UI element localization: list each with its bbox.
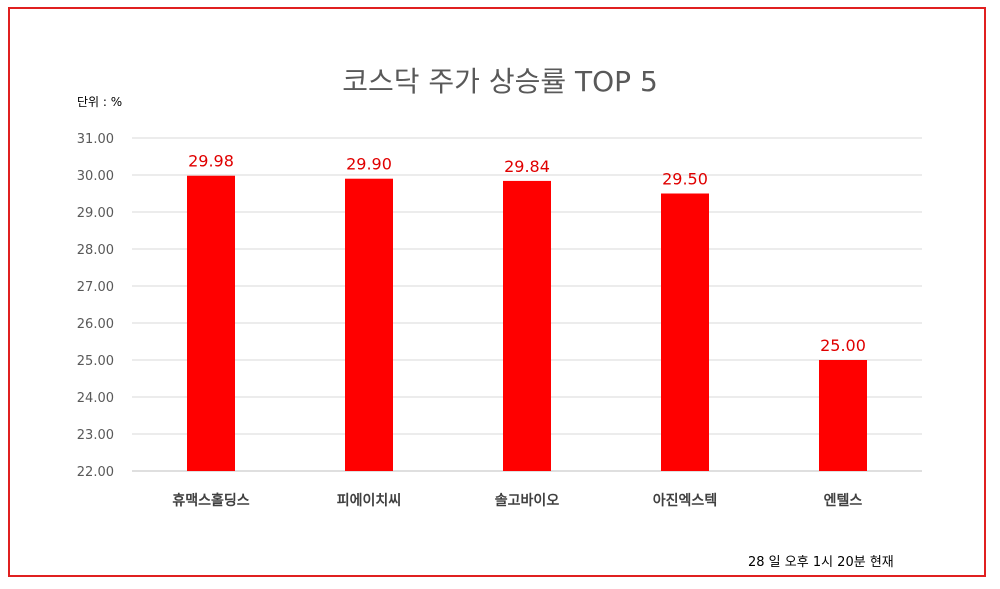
x-category-label: 엔텔스 <box>824 492 863 509</box>
y-tick-label: 29.00 <box>77 206 114 221</box>
data-label: 29.90 <box>346 155 392 174</box>
x-category-label: 솔고바이오 <box>495 492 560 509</box>
chart-title: 코스닥 주가 상승률 TOP 5 <box>342 65 658 98</box>
data-label: 29.84 <box>504 157 550 176</box>
x-category-label: 휴맥스홀딩스 <box>172 492 249 509</box>
bar <box>345 178 393 471</box>
y-tick-label: 24.00 <box>77 391 114 406</box>
chart-frame <box>8 7 986 577</box>
bar <box>187 175 235 472</box>
unit-label: 단위 : % <box>77 95 123 109</box>
y-tick-label: 31.00 <box>77 132 114 147</box>
x-category-label: 아진엑스텍 <box>653 492 717 509</box>
data-label: 25.00 <box>820 336 866 355</box>
bar <box>503 180 551 472</box>
data-label: 29.98 <box>188 152 234 171</box>
x-category-label: 피에이치씨 <box>337 492 401 509</box>
data-label: 29.50 <box>662 170 708 189</box>
bar <box>661 193 709 471</box>
y-tick-label: 30.00 <box>77 169 114 184</box>
y-tick-label: 22.00 <box>77 465 114 480</box>
bar <box>819 360 867 471</box>
y-tick-label: 26.00 <box>77 317 114 332</box>
y-tick-label: 28.00 <box>77 243 114 258</box>
footnote: 28 일 오후 1시 20분 현재 <box>748 555 894 570</box>
y-tick-label: 27.00 <box>77 280 114 295</box>
y-tick-label: 25.00 <box>77 354 114 369</box>
y-tick-label: 23.00 <box>77 428 114 443</box>
